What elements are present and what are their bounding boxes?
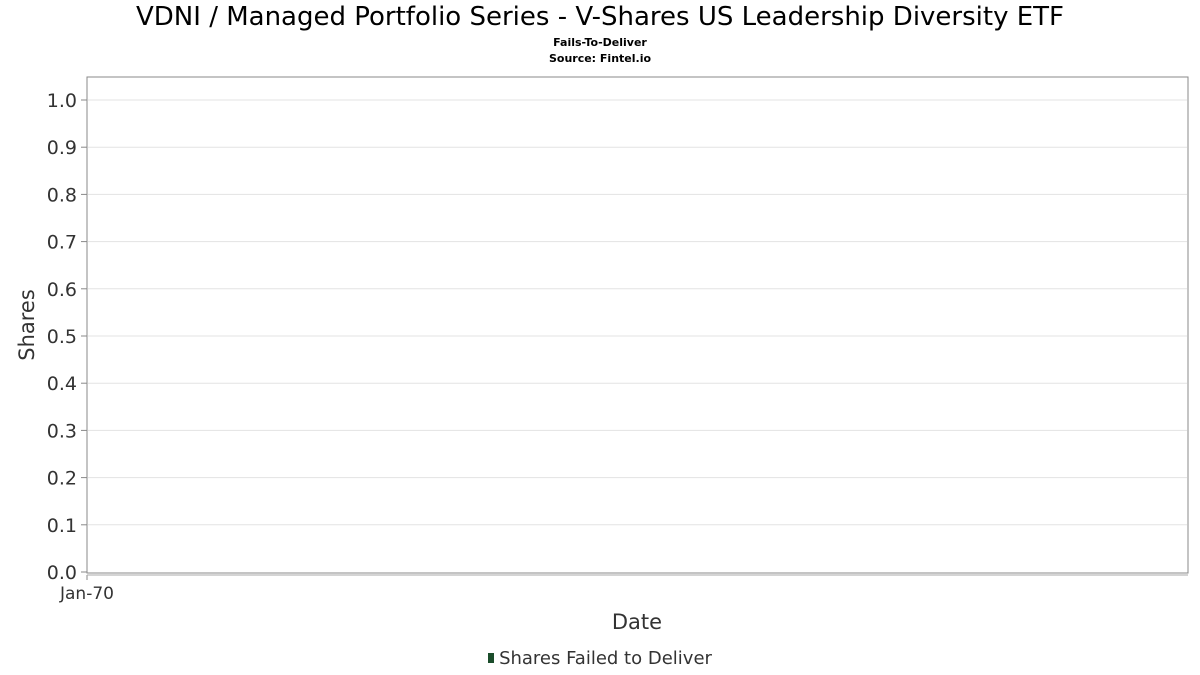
x-tick-label: Jan-70 [59, 584, 114, 604]
y-tick-label: 0.2 [47, 468, 77, 490]
chart-source: Source: Fintel.io [548, 52, 652, 65]
chart-subtitle: Fails-To-Deliver [553, 36, 647, 49]
y-axis: 0.0 0.1 0.2 0.3 0.4 0.5 0.6 0.7 0.8 0.9 1.0 [47, 90, 87, 584]
gridlines [88, 99, 1187, 526]
legend: Shares Failed to Deliver [0, 648, 1200, 669]
legend-swatch [488, 653, 495, 663]
x-axis: Jan-70 [59, 575, 114, 604]
y-tick-label: 0.7 [47, 232, 77, 254]
x-axis-label: Date [612, 610, 662, 634]
y-tick-label: 1.0 [47, 90, 77, 112]
y-tick-label: 0.6 [47, 279, 77, 301]
y-tick-label: 0.0 [47, 562, 77, 584]
y-axis-label: Shares [15, 289, 39, 361]
plot-frame [86, 76, 1189, 574]
y-tick-label: 0.9 [47, 137, 77, 159]
chart-title: VDNI / Managed Portfolio Series - V-Shar… [136, 2, 1064, 32]
y-tick-label: 0.4 [47, 373, 77, 395]
y-tick-label: 0.8 [47, 184, 77, 206]
y-tick-label: 0.5 [47, 326, 77, 348]
y-tick-label: 0.3 [47, 420, 77, 442]
y-tick-label: 0.1 [47, 515, 77, 537]
legend-label: Shares Failed to Deliver [499, 648, 712, 669]
